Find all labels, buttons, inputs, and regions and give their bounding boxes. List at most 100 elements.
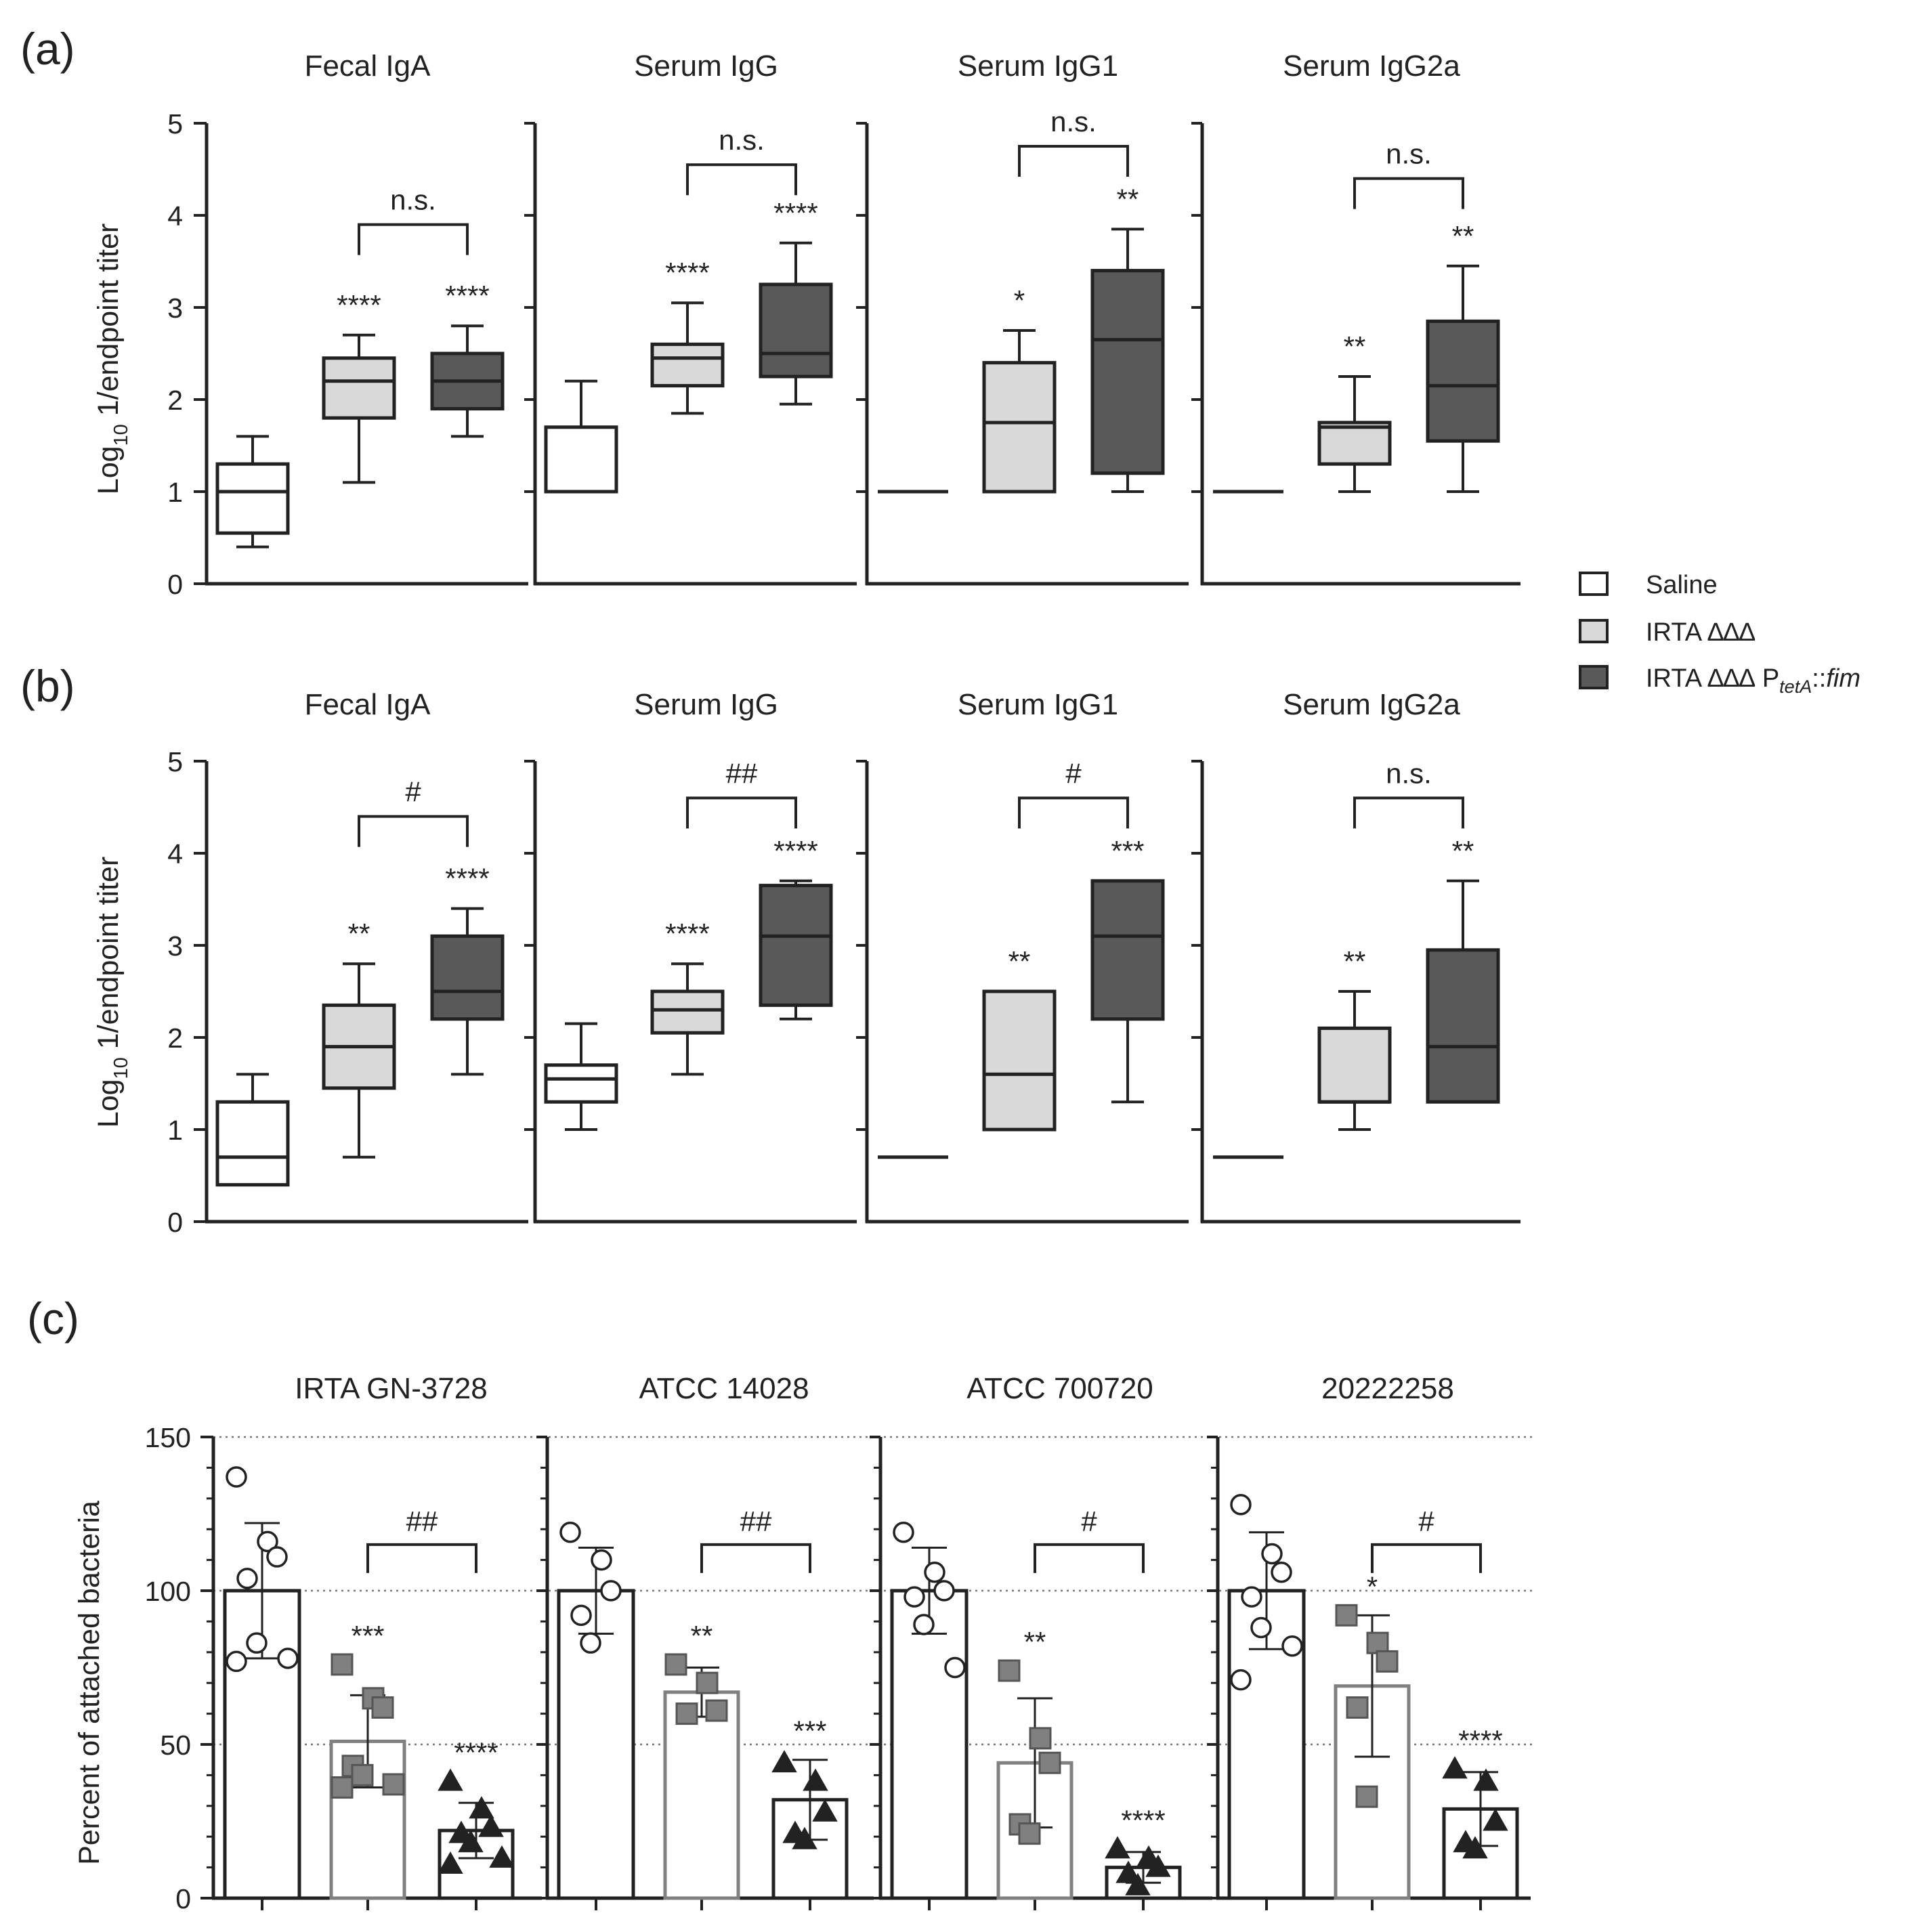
panel-title-a: Serum IgG1 [958, 49, 1118, 83]
box-iqr [982, 361, 1057, 494]
data-point-triangle [1442, 1756, 1468, 1779]
box-iqr [650, 989, 725, 1035]
significance-label: **** [665, 918, 709, 949]
data-point-circle [236, 1568, 258, 1589]
legend-swatch-irta-delta [1579, 619, 1609, 643]
significance-label: * [1367, 1570, 1378, 1602]
panel-letter-c: (c) [27, 1293, 79, 1344]
data-point-triangle [1105, 1836, 1130, 1859]
comparison-bracket [1353, 796, 1464, 829]
data-point-square [1038, 1751, 1061, 1774]
data-point-triangle [771, 1750, 797, 1773]
box-iqr [1090, 879, 1165, 1021]
comparison-bracket [686, 163, 797, 196]
significance-label: **** [445, 280, 489, 312]
box-iqr [322, 356, 396, 420]
y-tick-label-b: 2 [167, 1023, 183, 1054]
legend-label-saline: Saline [1646, 571, 1718, 599]
y-tick-label-c: 50 [160, 1730, 191, 1761]
bar [890, 1589, 969, 1900]
significance-label: ** [1452, 220, 1474, 252]
y-tick-label-b: 0 [167, 1207, 183, 1238]
y-tick-label-a: 2 [167, 385, 183, 416]
data-point-square [1346, 1696, 1369, 1719]
significance-label: *** [1111, 835, 1144, 867]
data-point-triangle [489, 1845, 515, 1868]
y-tick-label-c: 100 [145, 1576, 191, 1607]
significance-label: *** [793, 1715, 826, 1747]
box-iqr [215, 1100, 290, 1187]
data-point-circle [893, 1521, 914, 1543]
y-tick-label-c: 150 [145, 1422, 191, 1453]
data-point-triangle [1483, 1808, 1508, 1831]
significance-label: ** [348, 918, 370, 949]
data-point-triangle [812, 1799, 838, 1822]
significance-label: **** [773, 197, 817, 229]
bracket-label: # [1081, 1505, 1097, 1537]
ylabel-c: Percent of attached bacteria [73, 1501, 106, 1865]
data-point-square [371, 1696, 394, 1719]
comparison-bracket [1353, 177, 1464, 209]
box-iqr [1317, 421, 1392, 466]
bracket-label: n.s. [390, 184, 436, 216]
data-point-triangle [1125, 1872, 1151, 1895]
y-tick-label-a: 3 [167, 293, 183, 324]
panel-title-a: Fecal IgA [305, 49, 431, 83]
bracket-label: n.s. [1386, 757, 1432, 789]
ylabel-b: Log10 1/endpoint titer [92, 857, 132, 1128]
comparison-bracket [700, 1543, 811, 1573]
legend: Saline IRTA ∆∆∆ IRTA ∆∆∆ PtetA::fim [1579, 571, 1860, 697]
data-point-triangle [478, 1814, 504, 1837]
data-point-square [382, 1773, 405, 1796]
panel-letter-b: (b) [20, 661, 75, 711]
data-point-triangle [803, 1768, 828, 1791]
comparison-bracket [1034, 1543, 1145, 1573]
data-point-circle [226, 1466, 247, 1488]
bracket-label: n.s. [719, 124, 765, 156]
data-point-triangle [792, 1826, 817, 1849]
box-iqr [650, 342, 725, 388]
data-point-triangle [438, 1768, 463, 1791]
comparison-bracket [1018, 145, 1129, 177]
panel-title-c: ATCC 700720 [966, 1372, 1153, 1405]
bracket-label: ## [740, 1505, 772, 1537]
comparison-bracket [1018, 796, 1129, 829]
significance-label: **** [454, 1736, 498, 1768]
significance-label: ** [1024, 1626, 1046, 1658]
data-point-square [696, 1671, 719, 1694]
bracket-label: ## [406, 1505, 438, 1537]
data-point-circle [1230, 1669, 1252, 1691]
legend-label-irta-delta: IRTA ∆∆∆ [1646, 618, 1756, 647]
data-point-circle [600, 1580, 622, 1602]
data-point-circle [1281, 1635, 1303, 1657]
bar [663, 1690, 740, 1900]
legend-label-irta-fim: IRTA ∆∆∆ PtetA::fim [1646, 664, 1860, 697]
box-iqr [544, 1063, 618, 1104]
panel-title-a: Serum IgG2a [1283, 49, 1460, 83]
data-point-square [1029, 1727, 1052, 1750]
data-point-square [1018, 1822, 1041, 1845]
data-point-circle [570, 1604, 592, 1627]
data-point-circle [944, 1656, 966, 1679]
panel-letter-a: (a) [20, 24, 75, 74]
data-point-square [1376, 1650, 1399, 1673]
significance-label: **** [337, 289, 381, 321]
data-point-square [1366, 1631, 1389, 1654]
data-point-square [1355, 1785, 1378, 1808]
data-point-square [705, 1699, 728, 1722]
data-point-triangle [1473, 1768, 1499, 1791]
panel-title-b: Serum IgG [634, 688, 778, 721]
comparison-bracket [366, 1543, 477, 1573]
significance-label: **** [665, 257, 709, 288]
y-tick-label-b: 3 [167, 930, 183, 962]
data-point-circle [924, 1562, 945, 1583]
bracket-label: # [1418, 1505, 1434, 1537]
panel-title-c: IRTA GN-3728 [295, 1372, 488, 1405]
legend-swatch-irta-fim [1579, 665, 1609, 689]
data-point-triangle [469, 1796, 494, 1819]
y-tick-label-a: 0 [167, 569, 183, 600]
data-point-triangle [458, 1830, 484, 1853]
data-point-square [664, 1653, 687, 1676]
